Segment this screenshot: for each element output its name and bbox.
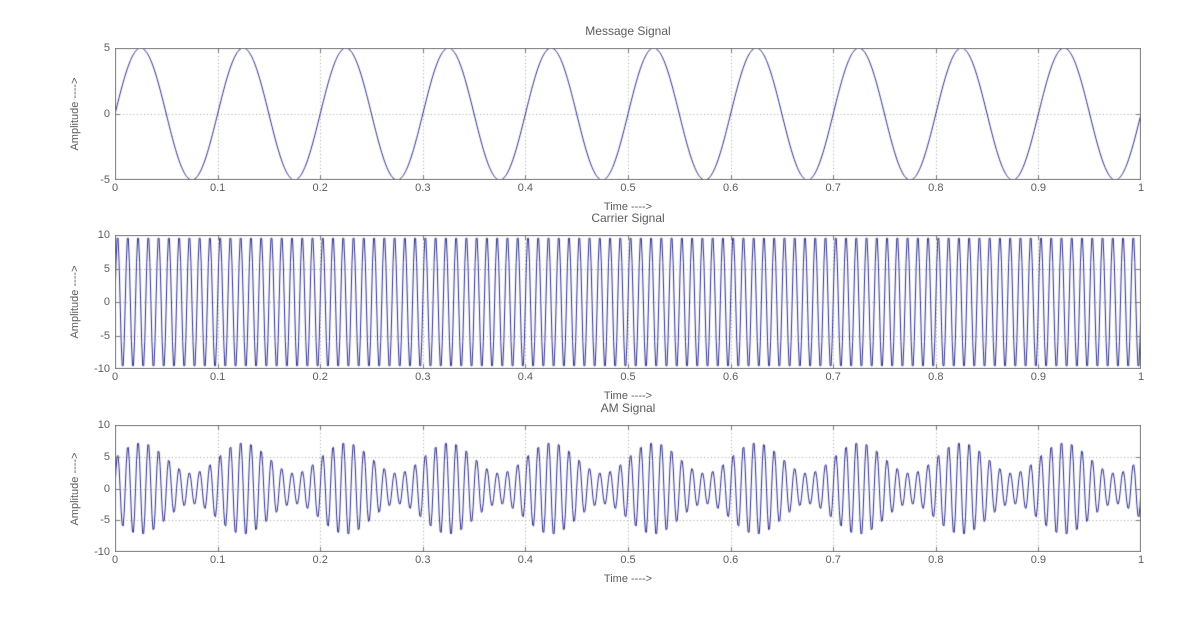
x-tick-label: 1 bbox=[1137, 554, 1145, 566]
x-tick-label: 0.1 bbox=[209, 554, 226, 566]
x-tick-label: 0.2 bbox=[312, 554, 328, 566]
y-axis-label: Amplitude ----> bbox=[69, 451, 81, 526]
x-tick-label: 0.6 bbox=[722, 554, 739, 566]
chart-title: Carrier Signal bbox=[591, 211, 665, 225]
chart-title: Message Signal bbox=[585, 24, 671, 38]
x-axis-label: Time ----> bbox=[603, 390, 653, 402]
x-axis-label: Time ----> bbox=[603, 573, 653, 585]
y-tick-label: -10 bbox=[94, 546, 110, 558]
y-tick-label: 0 bbox=[103, 482, 110, 495]
x-tick-label: 0.9 bbox=[1030, 554, 1047, 566]
x-tick-label: 0.7 bbox=[825, 554, 841, 566]
waveform-canvas bbox=[115, 235, 1141, 369]
plot-area: 10 5 0 -5 -10 0 0.1 0.2 0.3 0.4 0.5 0.6 0.7 0.8 0.9 1 bbox=[94, 419, 1144, 566]
chart-title: AM Signal bbox=[600, 401, 656, 415]
y-tick-label: 5 bbox=[103, 450, 110, 463]
x-tick-label: 0.3 bbox=[415, 554, 431, 566]
plot-area: 10 5 0 -5 -10 0 0.1 0.2 0.3 0.4 0.5 0.6 0.7 0.8 0.9 1 bbox=[94, 229, 1144, 383]
y-tick-label: 10 bbox=[97, 419, 110, 431]
waveform-canvas bbox=[115, 425, 1141, 552]
x-tick-label: 0.8 bbox=[928, 554, 944, 566]
x-axis-label: Time ----> bbox=[603, 201, 653, 213]
x-tick-label: 0 bbox=[111, 554, 119, 566]
x-tick-label: 0.4 bbox=[517, 554, 534, 566]
x-tick-label: 0.5 bbox=[620, 554, 636, 566]
y-tick-label: -5 bbox=[100, 514, 110, 527]
waveform-canvas bbox=[115, 48, 1141, 180]
